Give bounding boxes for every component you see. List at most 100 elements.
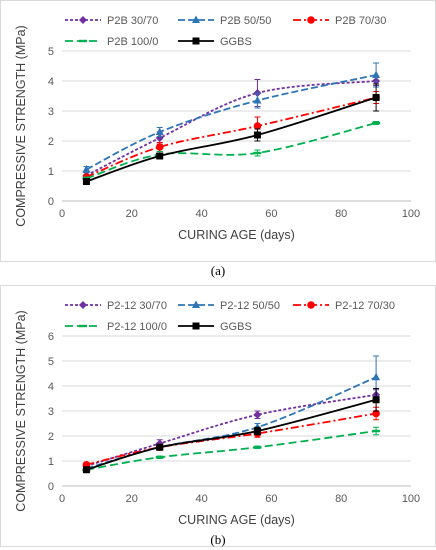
chart-a-legend-item: P2B 70/30 — [293, 15, 386, 27]
chart-b-data-point — [253, 410, 262, 419]
chart-b-x-tick-label: 40 — [195, 493, 207, 505]
chart-b-data-point — [372, 409, 380, 418]
chart-b-y-axis-title: COMPRESSIVE STRENGTH (MPa) — [14, 310, 28, 511]
chart-a-data-point — [253, 151, 262, 155]
chart-panel-b: P2-12 30/70 P2-12 50/50 P2-12 70/30 P2-12 1… — [0, 285, 436, 547]
chart-b-legend-marker — [192, 300, 200, 308]
chart-b-legend-item: P2-12 70/30 — [293, 300, 395, 312]
chart-a-y-tick-label: 1 — [48, 166, 54, 178]
chart-a-data-point — [253, 96, 262, 104]
chart-b-svg: P2-12 30/70 P2-12 50/50 P2-12 70/30 P2-12 1… — [14, 300, 420, 527]
chart-a-legend-label: P2B 30/70 — [107, 15, 158, 27]
chart-a-data-point — [372, 94, 380, 101]
chart-b-legend-marker — [192, 322, 200, 330]
chart-b-y-tick-label: 2 — [48, 431, 54, 443]
chart-b-legend-marker — [79, 324, 87, 328]
chart-a-series — [82, 76, 381, 180]
chart-a-y-tick-label: 5 — [48, 46, 54, 58]
chart-a-y-tick-label: 2 — [48, 136, 54, 148]
chart-a-series — [82, 62, 381, 173]
chart-b-x-tick-label: 20 — [126, 493, 138, 505]
chart-a-x-tick-label: 100 — [402, 208, 420, 220]
chart-b-series-line — [86, 412, 377, 466]
chart-a-series-line — [86, 74, 377, 171]
chart-b-data-point — [372, 429, 381, 433]
chart-a-legend-marker — [192, 37, 200, 45]
chart-a-data-point — [372, 70, 381, 78]
chart-b-data-point — [372, 372, 381, 381]
chart-a-data-point — [82, 178, 90, 185]
chart-a-legend-marker — [307, 16, 315, 24]
chart-a-legend-item: P2B 100/0 — [65, 36, 158, 48]
chart-b-x-tick-label: 60 — [265, 493, 277, 505]
chart-a-legend-marker — [79, 16, 87, 24]
chart-panel-a: P2B 30/70 P2B 50/50 P2B 70/30 P2B 100/0 GGBS… — [0, 0, 436, 262]
chart-a-data-point — [372, 121, 381, 125]
chart-b-legend-label: P2-12 50/50 — [220, 300, 280, 312]
chart-b-series-line — [86, 430, 377, 471]
panel-label-a: (a) — [210, 263, 226, 278]
chart-a-x-axis-title: CURING AGE (days) — [178, 228, 295, 242]
chart-a-data-point — [155, 127, 164, 135]
chart-a-series-line — [86, 96, 377, 178]
chart-b-y-tick-label: 0 — [48, 481, 54, 493]
chart-a-data-point — [155, 143, 164, 151]
chart-a-legend-item: GGBS — [178, 36, 252, 48]
chart-a-x-tick-label: 20 — [126, 208, 138, 220]
chart-b-legend-item: P2-12 30/70 — [65, 300, 167, 312]
chart-a-legend-marker — [192, 15, 200, 23]
chart-a-series-line — [86, 122, 377, 180]
chart-a-data-point — [156, 152, 164, 160]
chart-a-x-tick-label: 80 — [335, 208, 347, 220]
chart-a-y-tick-label: 3 — [48, 106, 54, 118]
chart-a-legend-label: P2B 100/0 — [107, 36, 158, 48]
chart-a-y-axis-title: COMPRESSIVE STRENGTH (MPa) — [14, 25, 28, 226]
chart-a-legend-item: P2B 50/50 — [178, 15, 271, 27]
chart-b-data-point — [372, 396, 380, 404]
chart-b-x-tick-label: 0 — [59, 493, 65, 505]
chart-b-x-tick-label: 80 — [335, 493, 347, 505]
chart-a-series-line — [86, 80, 377, 177]
chart-a-legend-item: P2B 30/70 — [65, 15, 158, 27]
chart-b-y-tick-label: 5 — [48, 356, 54, 368]
chart-b-legend-item: P2-12 100/0 — [65, 321, 167, 333]
chart-a-series — [82, 83, 380, 185]
chart-b-data-point — [82, 466, 90, 474]
chart-a-svg: P2B 30/70 P2B 50/50 P2B 70/30 P2B 100/0 GGBS… — [14, 15, 420, 242]
chart-b-x-tick-label: 100 — [402, 493, 420, 505]
chart-a-series-line — [86, 96, 377, 183]
chart-a-y-tick-label: 4 — [48, 76, 54, 88]
chart-b-data-point — [253, 427, 261, 435]
chart-a-x-tick-label: 0 — [59, 208, 65, 220]
chart-b-series-line — [86, 398, 377, 471]
chart-a-legend-label: P2B 50/50 — [220, 15, 271, 27]
chart-a-data-point — [253, 131, 261, 139]
chart-b-data-point — [155, 456, 164, 459]
panel-label-b: (b) — [210, 532, 226, 547]
chart-a-legend-label: P2B 70/30 — [335, 15, 386, 27]
chart-b-series — [82, 406, 380, 469]
chart-b-legend-item: GGBS — [178, 321, 252, 333]
chart-a-x-tick-label: 40 — [195, 208, 207, 220]
chart-b-y-tick-label: 4 — [48, 381, 54, 393]
chart-a-x-tick-label: 60 — [265, 208, 277, 220]
chart-b-legend-label: P2-12 100/0 — [107, 321, 167, 333]
chart-b-legend-marker — [79, 301, 87, 309]
chart-b-series — [82, 388, 380, 474]
chart-b-legend-label: P2-12 70/30 — [335, 300, 395, 312]
chart-b-x-axis-title: CURING AGE (days) — [178, 513, 295, 527]
chart-a-y-tick-label: 0 — [48, 196, 54, 208]
chart-b-y-tick-label: 3 — [48, 406, 54, 418]
chart-b-y-tick-label: 1 — [48, 456, 54, 468]
chart-b-data-point — [253, 446, 262, 449]
chart-b-series — [82, 426, 381, 472]
chart-b-data-point — [156, 443, 164, 451]
chart-b-y-tick-label: 6 — [48, 331, 54, 343]
chart-b-series — [82, 389, 381, 470]
chart-b-legend-marker — [307, 301, 315, 309]
chart-a-legend-label: GGBS — [220, 36, 252, 48]
chart-a-data-point — [253, 122, 262, 130]
chart-b-legend-label: P2-12 30/70 — [107, 300, 167, 312]
chart-b-legend-label: GGBS — [220, 321, 252, 333]
chart-a-data-point — [82, 165, 91, 173]
